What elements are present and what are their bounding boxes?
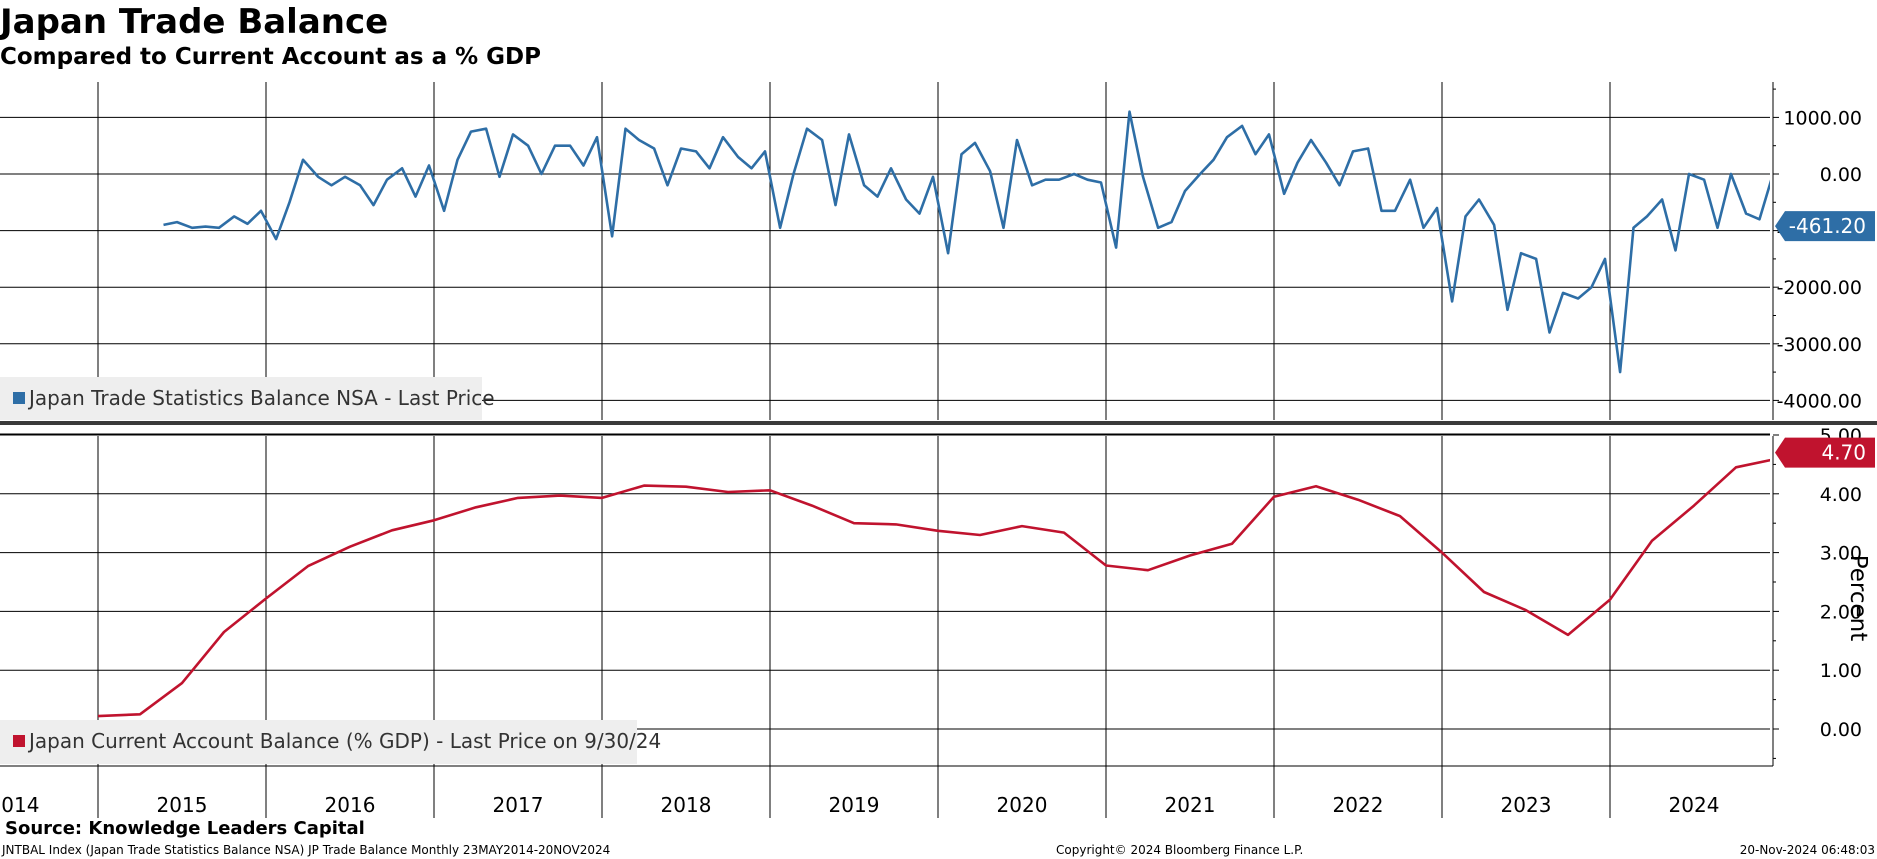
x-tick-label-year: 2014 xyxy=(0,793,39,817)
trade-last-value-tag-label: -461.20 xyxy=(1789,214,1866,238)
top-y-tick-label: -4000.00 xyxy=(1777,390,1862,412)
trade-last-value-tag xyxy=(1775,211,1875,242)
bottom-y-tick-label: 3.00 xyxy=(1820,543,1862,565)
bottom-y-tick-label: 4.00 xyxy=(1820,484,1862,506)
footer-copyright: Copyright© 2024 Bloomberg Finance L.P. xyxy=(1056,843,1304,857)
x-tick-label-year: 2022 xyxy=(1333,793,1384,817)
trade-legend-label: Japan Trade Statistics Balance NSA - Las… xyxy=(27,386,495,410)
current-account-line xyxy=(97,458,1770,718)
x-tick-label-year: 2020 xyxy=(997,793,1048,817)
trade-legend-box xyxy=(0,377,482,420)
x-tick-label-year: 2018 xyxy=(661,793,712,817)
bottom-y-tick-label: 2.00 xyxy=(1820,601,1862,623)
x-tick-label-year: 2019 xyxy=(829,793,880,817)
current-account-legend-swatch xyxy=(13,735,25,747)
bottom-y-tick-label: 0.00 xyxy=(1820,719,1862,741)
source-note: Source: Knowledge Leaders Capital xyxy=(5,818,365,839)
footer-timestamp: 20-Nov-2024 06:48:03 xyxy=(1739,843,1875,857)
footer-index-info: JNTBAL Index (Japan Trade Statistics Bal… xyxy=(2,843,611,857)
current-account-legend-label: Japan Current Account Balance (% GDP) - … xyxy=(27,729,661,753)
chart-title: Japan Trade Balance xyxy=(0,2,389,42)
current-account-last-value-tag xyxy=(1775,437,1875,468)
bottom-y-tick-label: 1.00 xyxy=(1820,660,1862,682)
top-y-tick-label: 0.00 xyxy=(1820,164,1862,186)
trade-legend-swatch xyxy=(13,392,25,404)
x-tick-label-year: 2016 xyxy=(325,793,376,817)
panel-divider[interactable] xyxy=(0,421,1877,425)
x-tick-label-year: 2023 xyxy=(1501,793,1552,817)
trade-balance-line xyxy=(163,110,1770,374)
x-tick-label-year: 2015 xyxy=(157,793,208,817)
top-y-tick-label: -3000.00 xyxy=(1777,334,1862,356)
x-tick-label-year: 2017 xyxy=(493,793,544,817)
x-tick-label-year: 2024 xyxy=(1669,793,1720,817)
current-account-last-value-tag-label: 4.70 xyxy=(1821,441,1866,465)
chart-subtitle: Compared to Current Account as a % GDP xyxy=(0,44,542,70)
top-y-tick-label: -2000.00 xyxy=(1777,277,1862,299)
current-account-legend-box xyxy=(0,720,637,764)
top-y-tick-label: 1000.00 xyxy=(1783,107,1862,129)
bottom-y-axis-title: Percent xyxy=(1845,555,1871,642)
x-tick-label-year: 2021 xyxy=(1165,793,1216,817)
